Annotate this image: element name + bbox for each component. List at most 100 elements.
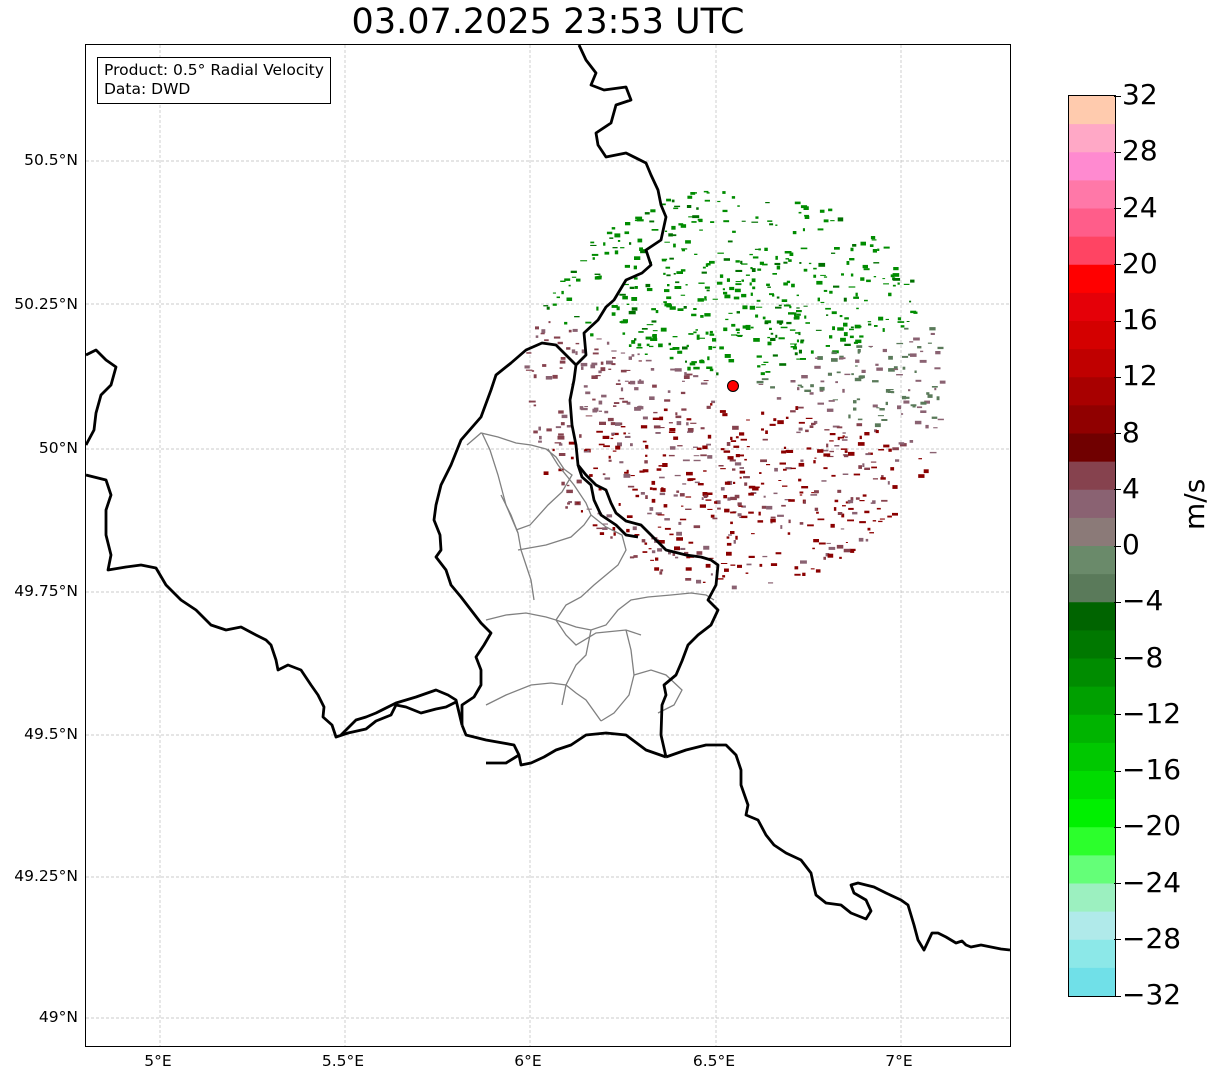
echo-pixel [634,220,639,222]
colorbar-swatch [1069,630,1115,660]
echo-pixel [785,416,789,419]
echo-pixel [834,247,840,250]
echo-pixel [847,499,854,504]
echo-pixel [552,303,557,306]
echo-pixel [666,274,671,277]
echo-pixel [703,470,707,472]
echo-pixel [613,405,617,407]
echo-pixel [756,355,762,358]
echo-pixel [819,209,825,213]
echo-pixel [842,505,846,507]
echo-pixel [727,497,731,501]
luxembourg-cantons [466,432,715,722]
echo-pixel [592,257,595,260]
echo-pixel [676,271,683,274]
echo-pixel [818,262,826,267]
echo-pixel [855,359,860,363]
echo-pixel [776,265,781,270]
echo-pixel [566,489,573,494]
echo-pixel [829,440,834,442]
echo-pixel [774,467,778,472]
colorbar-swatch [1069,152,1115,181]
echo-pixel [784,251,792,254]
echo-pixel [674,546,680,551]
echo-pixel [724,481,731,485]
echo-pixel [649,220,655,223]
echo-pixel [752,486,760,489]
lat-tick-label: 49.5°N [24,725,78,743]
lon-tick-label: 6.5°E [692,1052,736,1070]
echo-pixel [722,413,728,417]
echo-pixel [735,269,743,272]
echo-pixel [709,557,714,559]
echo-pixel [764,247,768,251]
echo-pixel [813,460,816,464]
echo-pixel [685,567,692,571]
echo-pixel [696,447,702,450]
echo-pixel [869,532,874,534]
echo-pixel [757,268,762,271]
colorbar-swatch [1069,489,1115,519]
echo-pixel [736,331,740,334]
echo-pixel [815,329,822,331]
echo-pixel [584,406,588,407]
echo-pixel [767,336,770,339]
echo-pixel [853,473,861,476]
echo-pixel [786,280,791,284]
colorbar-swatch [1069,658,1115,688]
echo-pixel [796,358,804,360]
echo-pixel [876,507,881,510]
map-panel[interactable] [85,44,1011,1047]
echo-pixel [669,428,676,431]
echo-pixel [726,536,730,539]
colorbar-tick-mark [1114,95,1121,97]
colorbar-tick-mark [1114,433,1121,434]
echo-pixel [903,400,910,404]
echo-pixel [663,408,668,412]
colorbar-swatch [1069,517,1115,547]
echo-pixel [732,468,736,471]
echo-pixel [575,342,580,345]
colorbar-unit-label: m/s [1178,478,1211,530]
echo-pixel [611,305,618,308]
echo-pixel [702,266,706,269]
echo-pixel [842,388,845,393]
colorbar-swatch [1069,686,1115,716]
echo-pixel [764,321,769,325]
echo-pixel [648,548,652,550]
radar-site-marker[interactable] [727,380,739,392]
echo-pixel [796,294,799,297]
echo-pixel [612,357,616,359]
echo-pixel [685,360,687,363]
echo-pixel [783,261,788,264]
echo-pixel [664,527,671,530]
echo-pixel [710,514,715,518]
echo-pixel [888,390,894,393]
echo-pixel [917,346,922,349]
echo-pixel [872,404,878,408]
echo-pixel [860,241,866,246]
colorbar-tick-mark [1114,208,1121,209]
echo-pixel [761,505,767,509]
echo-pixel [927,394,933,398]
echo-pixel [826,314,829,316]
colorbar-swatch [1069,96,1115,125]
echo-pixel [800,339,805,342]
echo-pixel [558,433,564,436]
country-borders [86,45,1010,952]
echo-pixel [786,321,792,325]
echo-pixel [758,511,761,516]
echo-pixel [679,493,685,497]
echo-pixel [814,365,821,369]
echo-pixel [688,333,694,335]
echo-pixel [918,458,922,460]
echo-pixel [685,284,688,286]
echo-pixel [602,473,606,476]
echo-pixel [651,308,656,311]
colorbar-tick-mark [1114,714,1121,716]
echo-pixel [611,363,616,366]
echo-pixel [827,372,832,376]
echo-pixel [575,351,578,355]
echo-pixel [641,328,648,330]
echo-pixel [776,397,782,400]
